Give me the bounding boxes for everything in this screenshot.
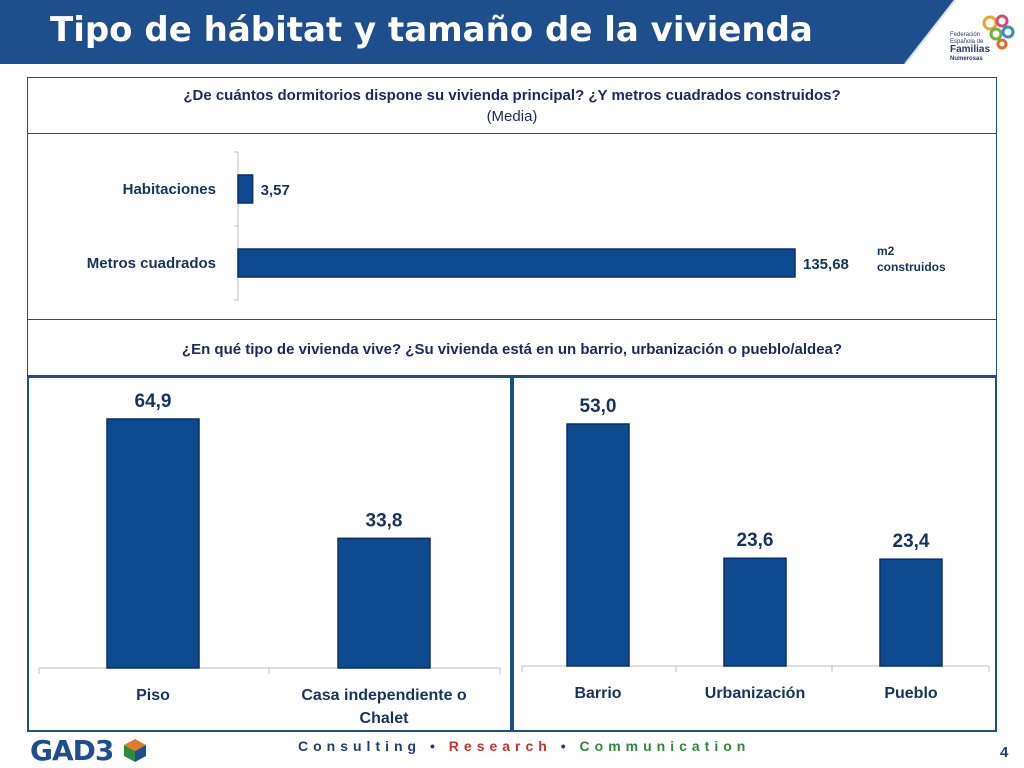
tagline-separator-1: • xyxy=(430,738,440,754)
category-label-pueblo: Pueblo xyxy=(884,685,938,702)
header-background xyxy=(0,0,956,64)
bedrooms-area-chart: Habitaciones 3,57 Metros cuadrados 135,68 m2… xyxy=(87,151,946,301)
housing-type-chart-box: 64,9 Piso 33,8 Casa independiente o Chalet xyxy=(27,376,512,732)
category-label-urbanizacion: Urbanización xyxy=(705,685,805,702)
bar-habitaciones xyxy=(237,174,254,204)
tagline-consulting: Consulting xyxy=(298,738,422,754)
fef-logo-line4: Numerosas xyxy=(950,56,983,62)
category-label-casa-independiente-o-chalet: Casa independiente o xyxy=(301,687,467,704)
category-label-casa-independiente-o-chalet: Chalet xyxy=(360,710,410,727)
tagline-research: Research xyxy=(448,738,552,754)
m2-annotation: construidos xyxy=(877,260,946,274)
page-number: 4 xyxy=(1000,744,1009,761)
page-title: Tipo de hábitat y tamaño de la vivienda xyxy=(50,10,813,50)
gad3-cube-icon xyxy=(124,739,147,762)
footer-tagline: Consulting • Research • Communication xyxy=(298,738,750,754)
value-label-urbanizacion: 23,6 xyxy=(737,530,774,551)
question2-box: ¿En qué tipo de vivienda vive? ¿Su vivie… xyxy=(27,319,997,376)
bar-casa-independiente-o-chalet xyxy=(337,537,431,669)
bar-barrio xyxy=(566,423,630,667)
question2-text: ¿En qué tipo de vivienda vive? ¿Su vivie… xyxy=(181,341,843,358)
fef-logo: Federación Española de Familias Numerosa… xyxy=(944,14,1018,62)
tagline-communication: Communication xyxy=(579,738,751,754)
value-label-pueblo: 23,4 xyxy=(893,531,930,552)
category-label-barrio: Barrio xyxy=(574,685,621,702)
question1-text: ¿De cuántos dormitorios dispone su vivie… xyxy=(183,87,841,104)
bar-piso xyxy=(106,418,200,669)
bar-metros-cuadrados xyxy=(237,248,796,278)
fef-logo-line3: Familias xyxy=(950,44,991,55)
category-label-metros-cuadrados: Metros cuadrados xyxy=(87,255,216,272)
bar-urbanizacion xyxy=(723,557,787,667)
category-label-habitaciones: Habitaciones xyxy=(123,181,216,198)
bedrooms-chart-box: Habitaciones 3,57 Metros cuadrados 135,68 m2… xyxy=(27,133,997,320)
m2-annotation: m2 xyxy=(877,244,895,258)
value-label-metros-cuadrados: 135,68 xyxy=(803,256,849,273)
fef-logo-icon xyxy=(982,14,1015,50)
value-label-casa-independiente-o-chalet: 33,8 xyxy=(366,510,403,531)
fef-logo-line2: Española de xyxy=(950,39,984,45)
location-chart-box: 53,0 Barrio 23,6 Urbanización 23,4 Pueblo xyxy=(512,376,997,732)
location-chart: 53,0 Barrio 23,6 Urbanización 23,4 Pueblo xyxy=(521,396,990,702)
bar-pueblo xyxy=(879,558,943,667)
category-label-piso: Piso xyxy=(136,687,170,704)
value-label-barrio: 53,0 xyxy=(580,396,617,417)
gad3-logo: GAD3 xyxy=(30,734,148,767)
question1-subtext: (Media) xyxy=(486,108,538,125)
question1-box: ¿De cuántos dormitorios dispone su vivie… xyxy=(27,77,997,134)
header-banner: Tipo de hábitat y tamaño de la vivienda … xyxy=(0,0,1024,64)
gad3-logo-text: GAD3 xyxy=(30,734,114,767)
fef-logo-line1: Federación xyxy=(950,32,981,38)
value-label-habitaciones: 3,57 xyxy=(261,182,290,199)
value-label-piso: 64,9 xyxy=(135,391,172,412)
tagline-separator-2: • xyxy=(560,738,571,754)
housing-type-chart: 64,9 Piso 33,8 Casa independiente o Chalet xyxy=(38,391,501,727)
